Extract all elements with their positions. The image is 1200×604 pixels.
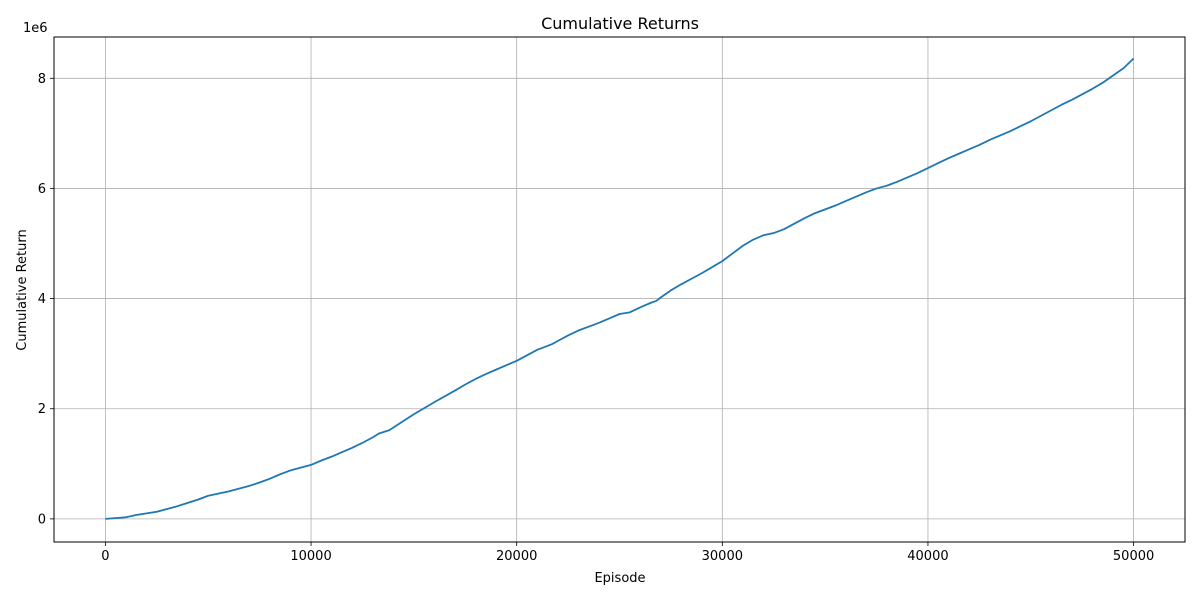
series-layer <box>105 57 1135 520</box>
y-tick-label: 8 <box>38 72 46 87</box>
series-line <box>105 57 1135 520</box>
x-tick-label: 0 <box>101 549 109 564</box>
x-tick-label: 50000 <box>1113 549 1154 564</box>
axes-frame <box>53 36 1186 543</box>
y-tick-label: 6 <box>38 182 46 197</box>
x-tick-label: 10000 <box>290 549 331 564</box>
y-tick-label: 0 <box>38 512 46 527</box>
x-axis-label: Episode <box>594 571 645 586</box>
chart-title: Cumulative Returns <box>541 14 699 33</box>
x-tick-label: 30000 <box>702 549 743 564</box>
y-tick-label: 2 <box>38 402 46 417</box>
y-offset-label: 1e6 <box>23 21 48 36</box>
ticks: 0 10000 20000 30000 40000 50000 0 2 4 6 8 <box>38 72 1155 564</box>
y-axis-label: Cumulative Return <box>15 229 30 350</box>
grid <box>54 37 1185 542</box>
x-tick-label: 40000 <box>907 549 948 564</box>
x-tick-label: 20000 <box>496 549 537 564</box>
y-tick-label: 4 <box>38 292 46 307</box>
